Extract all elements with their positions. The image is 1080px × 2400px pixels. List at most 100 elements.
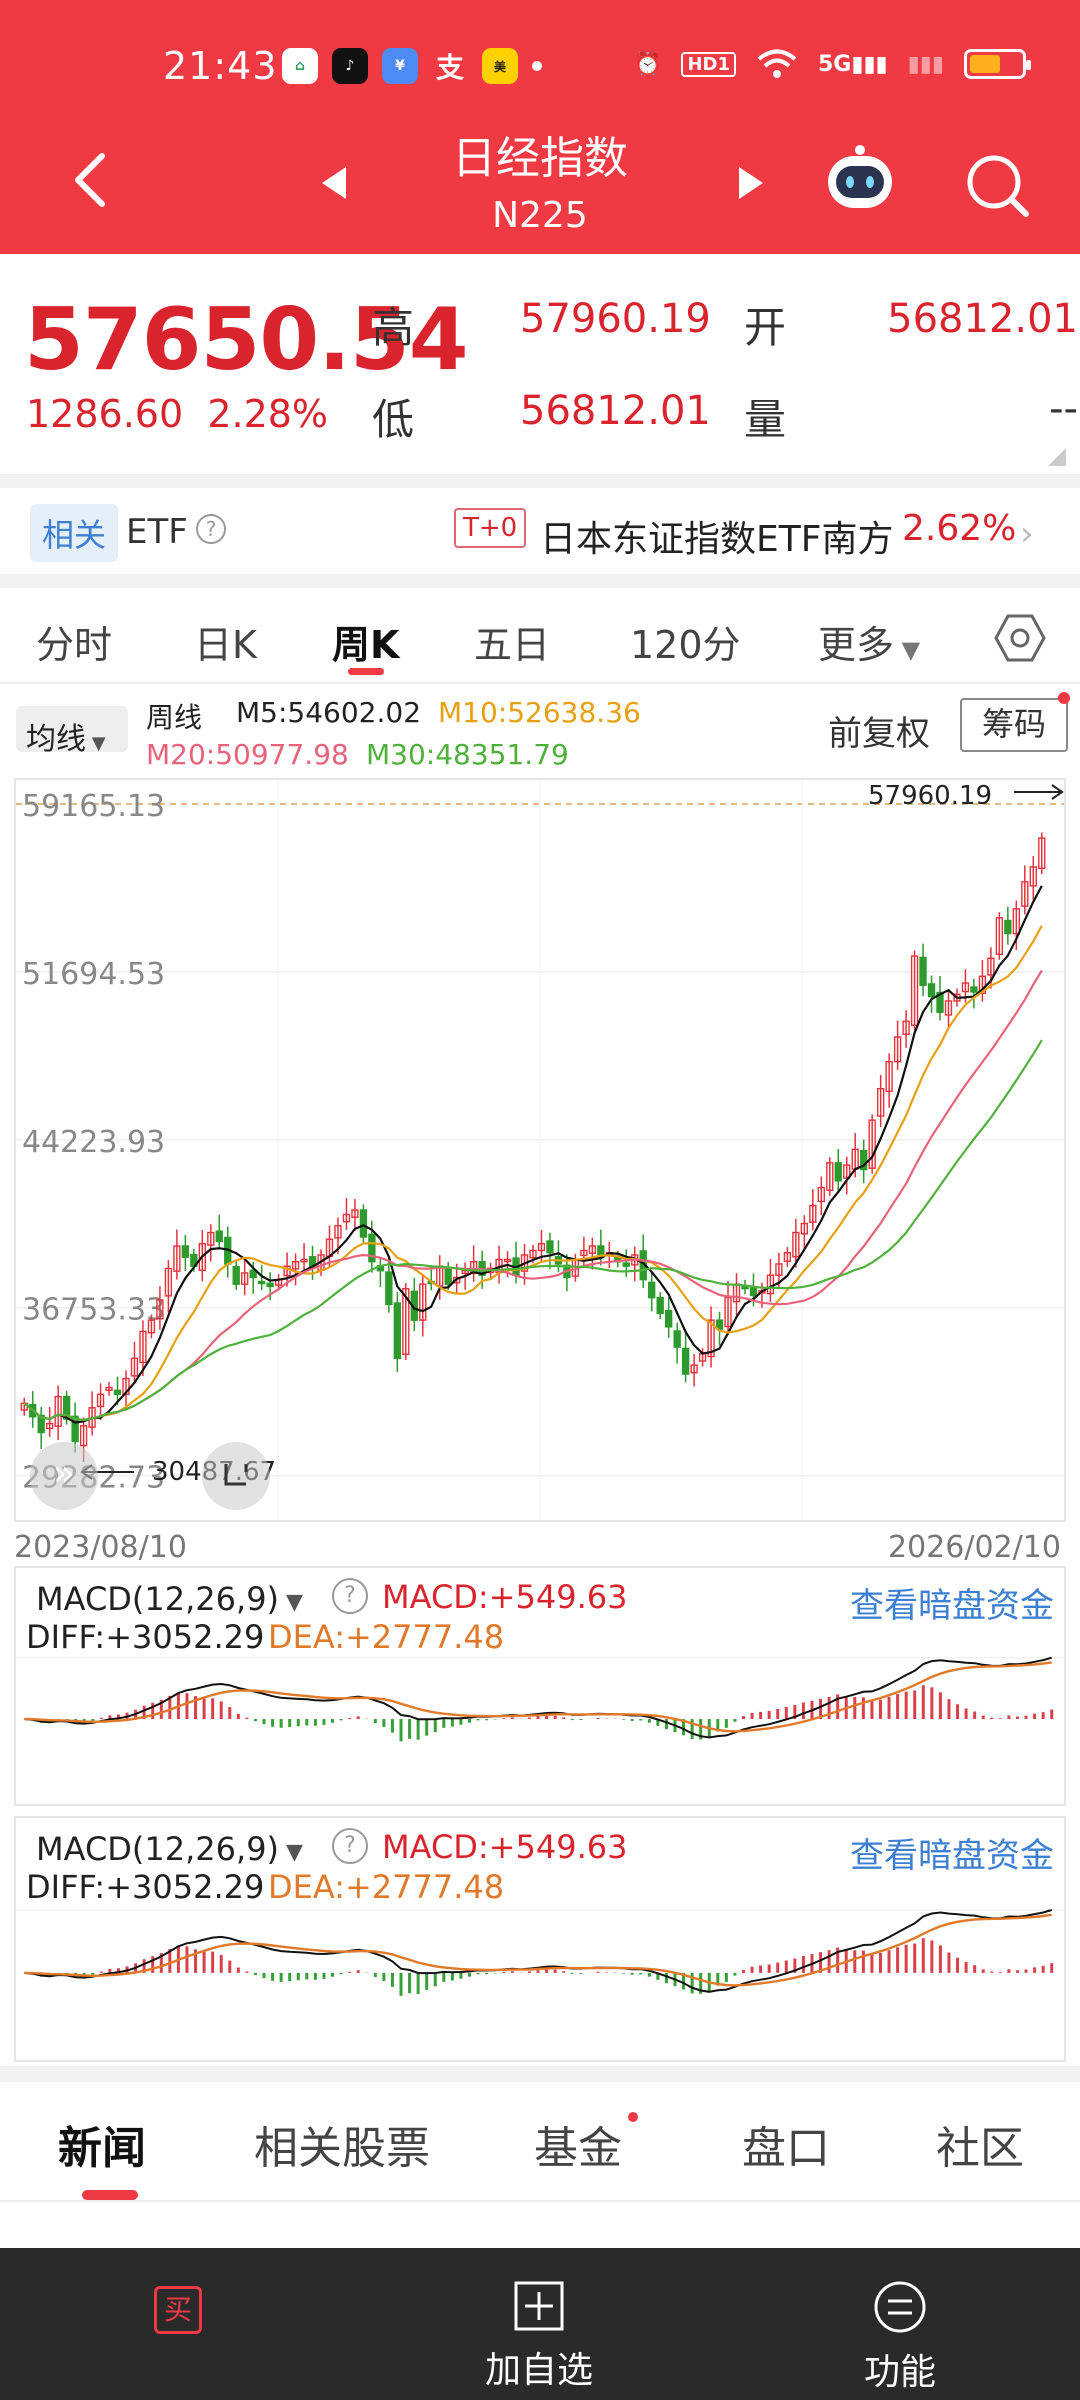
candlestick-plot: 59165.1351694.5344223.9336753.3329282.73… — [16, 780, 1064, 1520]
help-icon[interactable]: ? — [332, 1578, 368, 1614]
signal-label: 5G — [817, 51, 852, 77]
ma20-value: M20:50977.98 — [146, 738, 349, 771]
expand-corner-icon[interactable] — [1048, 448, 1066, 466]
ma10-value: M10:52638.36 — [438, 696, 641, 729]
volume-label: 量 — [744, 395, 787, 444]
back-icon[interactable] — [70, 150, 110, 210]
tab-news[interactable]: 新闻 — [58, 2123, 146, 2174]
candle-body — [622, 1262, 630, 1267]
candle-body — [122, 1377, 130, 1396]
chart-settings-icon[interactable] — [994, 612, 1046, 664]
tab-funds[interactable]: 基金 — [534, 2123, 622, 2174]
fullscreen-icon[interactable] — [202, 1442, 270, 1510]
tab-weekly-k[interactable]: 周K — [332, 623, 400, 667]
candle-body — [291, 1261, 300, 1270]
diff-value: DIFF:+3052.29 — [26, 1868, 265, 1906]
candle-body — [207, 1231, 215, 1246]
candle-body — [62, 1395, 71, 1420]
macd-title[interactable]: MACD(12,26,9) — [36, 1830, 280, 1868]
open-value: 56812.01 — [887, 296, 1078, 342]
candle-body — [444, 1266, 452, 1285]
candle-body — [987, 957, 995, 976]
t0-badge: T+0 — [454, 508, 527, 548]
change-percent: 2.28% — [207, 392, 329, 436]
high-arrow-icon — [1014, 784, 1064, 800]
candle-body — [834, 1162, 842, 1182]
help-icon[interactable]: ? — [196, 514, 226, 544]
tab-underline — [348, 668, 384, 675]
high-value: 57960.19 — [520, 296, 711, 342]
chip-distribution-button[interactable]: 筹码 — [960, 698, 1068, 752]
candlestick-chart[interactable]: 59165.1351694.5344223.9336753.3329282.73… — [14, 778, 1066, 1522]
related-etf-bar[interactable]: 相关 ETF ? T+0 日本东证指数ETF南方 2.62% › — [0, 486, 1080, 574]
buy-button[interactable]: 买 — [150, 2286, 206, 2334]
tab-more[interactable]: 更多 ▼ — [818, 614, 920, 669]
signal-5g-icon: 5G▮▮▮ — [817, 51, 888, 77]
candle-body — [681, 1347, 690, 1375]
dropdown-icon[interactable]: ▼ — [286, 1590, 303, 1615]
candle-body — [665, 1310, 673, 1328]
tab-order-book[interactable]: 盘口 — [742, 2123, 830, 2174]
dropdown-icon[interactable]: ▼ — [286, 1840, 303, 1865]
alipay-icon: 支 — [435, 51, 464, 84]
page-title: 日经指数 — [452, 133, 628, 184]
adjust-mode[interactable]: 前复权 — [828, 714, 930, 754]
tab-daily-k[interactable]: 日K — [194, 623, 257, 667]
prev-index-icon[interactable] — [320, 165, 350, 201]
y-tick-label: 36753.33 — [22, 1293, 165, 1328]
y-tick-label: 51694.53 — [22, 957, 165, 992]
candle-body — [359, 1209, 368, 1238]
candle-body — [961, 982, 970, 993]
candle-body — [792, 1231, 800, 1258]
fast-forward-icon[interactable]: » — [30, 1442, 98, 1510]
candle-body — [893, 1036, 902, 1063]
high-marker-label: 57960.19 — [868, 781, 992, 811]
dark-pool-link[interactable]: 查看暗盘资金 — [850, 1586, 1054, 1626]
tab-more-label: 更多 — [818, 623, 895, 667]
search-icon[interactable] — [962, 150, 1032, 220]
tab-intraday[interactable]: 分时 — [36, 623, 113, 667]
notification-dot — [1058, 692, 1070, 704]
tab-related-stocks[interactable]: 相关股票 — [254, 2123, 430, 2174]
macd-panel-2: MACD(12,26,9) ▼ ? MACD:+549.63 查看暗盘资金 DI… — [14, 1816, 1066, 2062]
candle-body — [529, 1249, 537, 1259]
tab-community[interactable]: 社区 — [936, 2123, 1024, 2174]
macd-title[interactable]: MACD(12,26,9) — [36, 1580, 280, 1618]
battery-icon — [964, 49, 1031, 79]
wifi-icon — [757, 49, 797, 78]
indicator-selector[interactable]: 均线 ▼ — [16, 706, 128, 757]
candle-body — [707, 1319, 715, 1358]
candle-body — [257, 1280, 266, 1285]
candle-body — [936, 991, 944, 1013]
tab-underline — [82, 2190, 138, 2200]
tab-five-day[interactable]: 五日 — [474, 623, 551, 667]
tab-120min[interactable]: 120分 — [630, 623, 741, 667]
macd-value: MACD:+549.63 — [382, 1828, 628, 1866]
next-index-icon[interactable] — [735, 165, 765, 201]
diff-value: DIFF:+3052.29 — [26, 1618, 265, 1656]
robot-assistant-icon[interactable] — [822, 144, 898, 212]
help-icon[interactable]: ? — [332, 1828, 368, 1864]
function-button[interactable]: 功能 — [840, 2280, 960, 2395]
dropdown-icon: ▼ — [894, 636, 921, 664]
candle-body — [96, 1393, 105, 1408]
candle-body — [817, 1186, 825, 1203]
candle-body — [1012, 908, 1020, 935]
low-value: 56812.01 — [520, 388, 711, 434]
divider — [0, 2066, 1080, 2082]
add-watchlist-button[interactable]: 加自选 — [474, 2280, 604, 2393]
candle-body — [970, 986, 978, 993]
high-label: 高 — [372, 303, 415, 352]
candle-body — [902, 1020, 910, 1035]
candle-body — [54, 1395, 62, 1427]
candle-body — [919, 956, 927, 986]
candle-body — [673, 1330, 681, 1348]
content-tabs: 新闻 相关股票 基金 盘口 社区 — [0, 2082, 1080, 2202]
candle-body — [715, 1319, 724, 1330]
candle-body — [402, 1287, 410, 1356]
etf-percent: 2.62% — [902, 508, 1017, 549]
candle-body — [775, 1263, 783, 1276]
dark-pool-link[interactable]: 查看暗盘资金 — [850, 1836, 1054, 1876]
candle-body — [249, 1269, 257, 1279]
ma30-value: M30:48351.79 — [366, 738, 569, 771]
